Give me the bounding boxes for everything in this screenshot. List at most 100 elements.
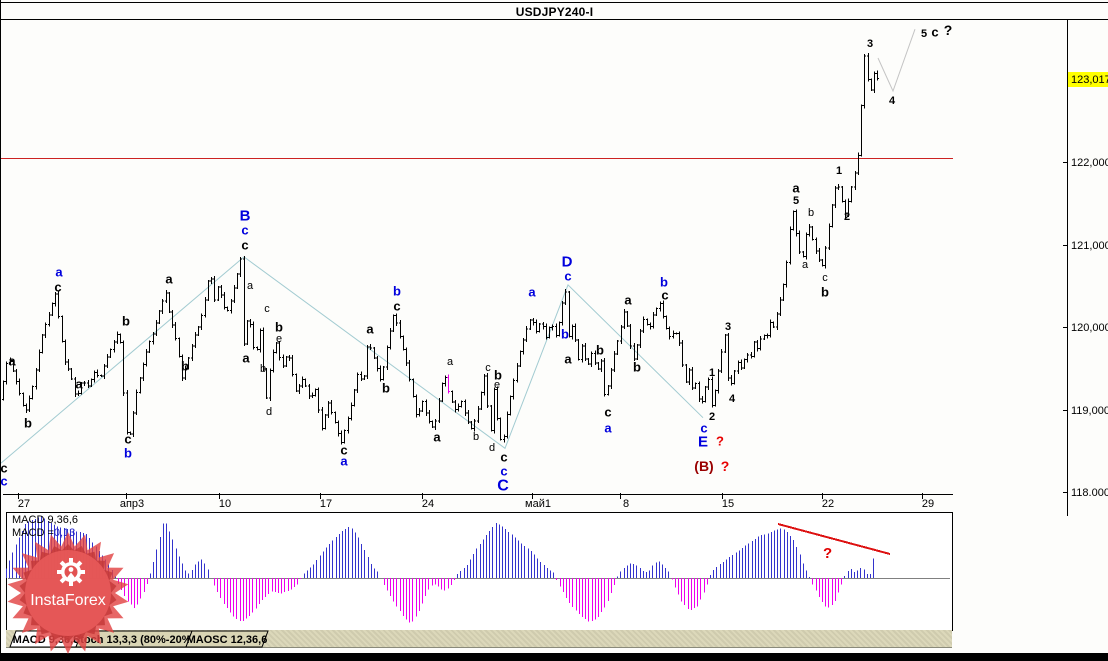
wave-label: 3 <box>725 321 731 333</box>
chart-title-bar: USDJPY240-I <box>1 2 1108 20</box>
wave-label: b <box>494 368 502 383</box>
wave-label: a <box>366 322 374 337</box>
wave-label: c <box>340 443 347 458</box>
logo-text: InstaForex <box>30 592 106 609</box>
wave-label: b <box>122 314 130 329</box>
wave-label: a <box>433 430 441 445</box>
wave-label: ? <box>721 458 730 474</box>
wave-label: c <box>1 461 8 476</box>
wave-label: 3 <box>867 38 873 50</box>
wave-label: a <box>75 377 83 392</box>
macd-indicator-name: MACD 9,36,6 <box>12 514 79 526</box>
wave-label: a <box>242 351 250 366</box>
wave-label: c <box>1 474 8 489</box>
wave-label: a <box>340 454 348 469</box>
macd-panel <box>6 512 953 631</box>
wave-label: c <box>124 432 131 447</box>
wave-label: b <box>181 359 189 374</box>
price-axis-label: 118.000 <box>1071 487 1108 499</box>
wave-label: c <box>500 464 507 479</box>
time-axis-label: 27 <box>18 498 30 510</box>
wave-label: a <box>165 272 173 287</box>
macd-question-annotation: ? <box>823 545 833 562</box>
wave-label: a <box>247 280 254 292</box>
wave-label: c <box>393 299 400 314</box>
wave-label: a <box>624 293 632 308</box>
wave-label: c <box>485 362 491 374</box>
wave-label: b <box>382 381 390 396</box>
wave-label: a <box>528 285 536 300</box>
time-axis-label: 17 <box>320 498 332 510</box>
time-axis-label: апр3 <box>120 498 144 510</box>
wave-label: ? <box>716 434 724 449</box>
wave-label: c <box>700 421 707 436</box>
wave-label: b <box>821 285 829 300</box>
wave-label: b <box>124 446 132 461</box>
wave-label: c <box>564 269 571 284</box>
wave-label: b <box>473 431 479 443</box>
tab-stoch-label[interactable]: Stoch 13,3,3 (80%-20%) <box>73 634 196 646</box>
wave-label: e <box>494 379 500 391</box>
wave-label: E <box>698 433 708 450</box>
wave-label: D <box>562 253 573 270</box>
time-axis-label: 24 <box>422 498 434 510</box>
wave-label: c <box>661 288 668 303</box>
indicator-tabs: MACD 9,36,6 Stoch 13,3,3 (80%-20%) MAOSC… <box>9 630 269 648</box>
time-axis-label: 15 <box>722 498 734 510</box>
instaforex-logo: InstaForex <box>7 532 129 654</box>
window-bottom-bar <box>1 653 1108 661</box>
price-axis-label: 120,000 <box>1071 322 1108 334</box>
price-axis-label: 122,000 <box>1071 157 1108 169</box>
macd-value-prefix: MACD = <box>12 527 54 539</box>
wave-label: b <box>275 320 283 335</box>
wave-label: 2 <box>844 211 850 223</box>
macd-value-number: 0,13 <box>53 527 76 539</box>
time-axis-label: 8 <box>623 498 629 510</box>
wave-label: 1 <box>709 367 715 379</box>
wave-label: a <box>564 352 572 367</box>
time-axis-label: 22 <box>822 498 834 510</box>
time-axis-label: 29 <box>922 498 934 510</box>
wave-label: (B) <box>694 458 713 474</box>
wave-label: 5 <box>793 195 799 207</box>
wave-label: b <box>260 363 266 375</box>
wave-label: 1 <box>836 165 842 177</box>
chart-title: USDJPY240-I <box>515 5 594 19</box>
wave-label: c <box>241 223 248 238</box>
wave-label: c <box>822 272 828 284</box>
wave-label: 2 <box>709 411 715 423</box>
wave-label: c <box>264 303 270 315</box>
wave-label: b <box>393 284 401 299</box>
wave-label: b <box>24 416 32 431</box>
price-axis-label: 121,000 <box>1071 240 1108 252</box>
tab-maosc-label[interactable]: MAOSC 12,36,6 <box>187 634 268 646</box>
wave-label: b <box>808 207 814 219</box>
wave-label: c <box>500 450 507 465</box>
wave-label: a <box>8 354 16 369</box>
wave-label: e <box>276 333 282 345</box>
wave-label: b <box>596 343 604 358</box>
wave-label: c <box>931 25 938 40</box>
price-axis-label: 119,000 <box>1071 405 1108 417</box>
wave-label: 4 <box>729 393 736 405</box>
macd-indicator-value: MACD =0,13 <box>12 527 75 539</box>
wave-label: c <box>241 238 248 253</box>
wave-label: ? <box>944 22 953 38</box>
wave-label: c <box>54 280 61 295</box>
wave-label: a <box>792 181 800 196</box>
wave-label: 4 <box>889 95 896 107</box>
wave-label: a <box>55 265 63 280</box>
wave-label: b <box>633 360 641 375</box>
current-price-marker <box>1068 72 1108 87</box>
time-axis-label: май1 <box>525 498 551 510</box>
wave-label: d <box>489 442 495 454</box>
current-price-label: 123,017 <box>1071 74 1108 86</box>
wave-label: C <box>497 478 509 495</box>
wave-label: a <box>447 356 454 368</box>
wave-label: b <box>660 275 668 290</box>
wave-label: 5 <box>921 28 927 40</box>
tab-maosc[interactable]: MAOSC 12,36,6 <box>185 630 269 648</box>
wave-label: c <box>604 405 611 420</box>
